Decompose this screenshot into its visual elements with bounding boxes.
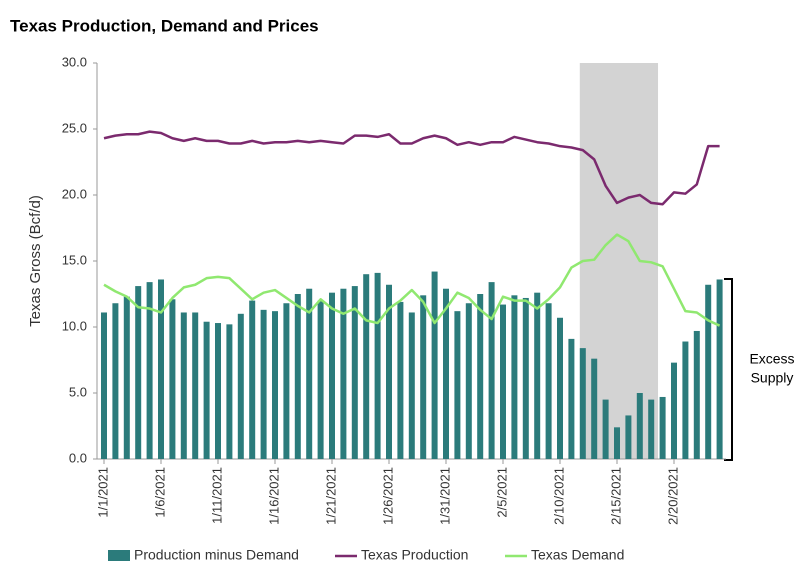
bar — [465, 303, 472, 459]
bar — [294, 294, 301, 459]
x-tick-label: 1/26/2021 — [380, 467, 395, 525]
bar — [671, 362, 677, 459]
chart-title: Texas Production, Demand and Prices — [10, 16, 319, 35]
x-tick-label: 1/11/2021 — [209, 467, 224, 524]
legend-label: Texas Production — [361, 547, 468, 563]
bar — [545, 303, 552, 459]
bar — [169, 299, 176, 459]
bar — [693, 330, 700, 459]
x-tick-label: 1/6/2021 — [152, 467, 167, 518]
bar — [705, 284, 712, 459]
bar — [625, 415, 632, 459]
bar — [260, 309, 267, 459]
bar — [374, 272, 381, 459]
line — [103, 130, 720, 206]
bar — [272, 311, 278, 459]
y-tick-label: 25.0 — [62, 120, 87, 135]
bar — [317, 300, 324, 459]
bar — [158, 279, 164, 459]
x-tick-label: 2/20/2021 — [665, 467, 680, 525]
x-tick-label: 2/10/2021 — [551, 467, 566, 525]
bar — [386, 284, 392, 459]
bar — [568, 338, 575, 459]
bar — [591, 358, 598, 459]
bar — [101, 312, 107, 459]
legend-label: Texas Demand — [531, 547, 624, 563]
bar — [283, 303, 290, 459]
bar — [329, 292, 335, 459]
x-tick-label: 1/31/2021 — [437, 467, 452, 525]
legend-swatch — [108, 550, 130, 561]
bar — [716, 279, 723, 459]
bar — [614, 427, 620, 459]
bracket — [724, 278, 733, 461]
x-tick-label: 1/1/2021 — [95, 467, 110, 518]
bar — [112, 303, 119, 459]
bar — [431, 271, 438, 459]
y-axis-label: Texas Gross (Bcf/d) — [27, 195, 44, 327]
bar — [192, 312, 199, 459]
x-tick-label: 2/5/2021 — [494, 467, 509, 518]
y-tick-label: 0.0 — [69, 450, 87, 465]
bar — [351, 286, 358, 459]
x-tick-label: 2/15/2021 — [608, 467, 623, 525]
annotation: Supply — [751, 370, 794, 386]
bar — [579, 348, 586, 459]
bar — [534, 292, 541, 459]
bar — [511, 295, 518, 459]
line — [103, 233, 721, 327]
bar — [443, 288, 449, 459]
bar — [237, 313, 244, 459]
bar — [557, 317, 563, 459]
bar — [306, 288, 313, 459]
y-tick-label: 5.0 — [69, 384, 87, 399]
bar — [215, 323, 221, 459]
y-tick-label: 20.0 — [62, 186, 87, 201]
bar — [135, 286, 142, 459]
bar — [659, 396, 666, 459]
bar — [454, 311, 461, 459]
bar — [420, 295, 427, 459]
bar — [648, 399, 655, 459]
bar — [682, 341, 689, 459]
bar — [146, 282, 153, 459]
bar — [397, 301, 404, 459]
y-tick-label: 30.0 — [62, 54, 87, 69]
x-tick-label: 1/21/2021 — [323, 467, 338, 525]
bar — [363, 274, 370, 459]
bar — [636, 393, 643, 459]
annotation: Excess — [749, 351, 794, 367]
x-tick-label: 1/16/2021 — [266, 467, 281, 525]
bar — [180, 312, 187, 459]
y-tick-label: 10.0 — [62, 318, 87, 333]
bar — [203, 321, 210, 459]
bar — [488, 282, 495, 459]
bar — [226, 324, 233, 459]
bar — [500, 304, 506, 459]
bar — [522, 297, 529, 459]
bar — [602, 399, 609, 459]
bar — [408, 312, 415, 459]
bar — [249, 300, 256, 459]
legend-label: Production minus Demand — [134, 547, 299, 563]
bar — [123, 296, 130, 459]
bar — [477, 294, 484, 459]
y-tick-label: 15.0 — [62, 252, 87, 267]
bar — [340, 288, 347, 459]
